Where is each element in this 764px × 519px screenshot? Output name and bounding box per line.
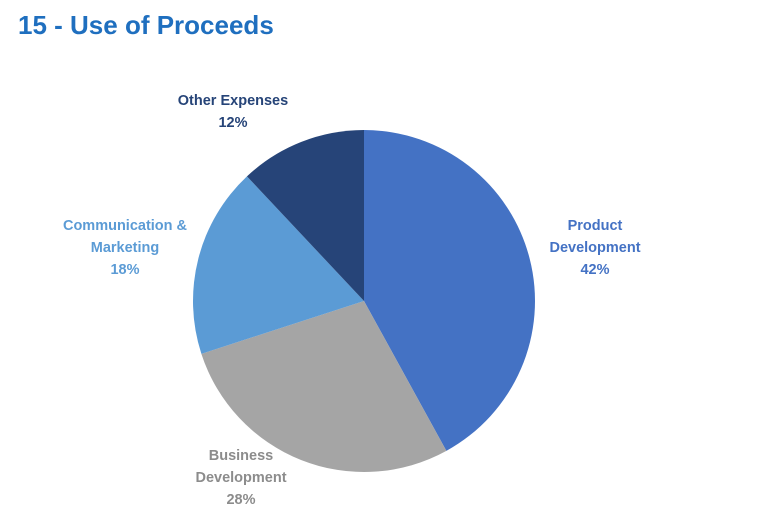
category-label: Product Development	[549, 218, 641, 256]
value-label: 18%	[110, 262, 140, 278]
pie-slice	[364, 130, 535, 451]
slice-label: Communication & Marketing 18%	[55, 215, 195, 281]
pie-slice	[246, 130, 364, 301]
category-label: Communication & Marketing	[62, 218, 188, 256]
value-label: 28%	[226, 492, 256, 508]
value-label: 12%	[218, 115, 248, 131]
pie-slice	[193, 176, 364, 354]
slice-label: Business Development 28%	[181, 445, 301, 511]
value-label: 42%	[580, 262, 610, 278]
category-label: Business Development	[195, 448, 287, 486]
pie-slice	[201, 301, 447, 472]
slice-label: Product Development 42%	[530, 215, 660, 281]
category-label: Other Expenses	[177, 93, 289, 109]
chart-title: 15 - Use of Proceeds	[18, 10, 274, 40]
slice-label: Other Expenses 12%	[163, 90, 303, 134]
